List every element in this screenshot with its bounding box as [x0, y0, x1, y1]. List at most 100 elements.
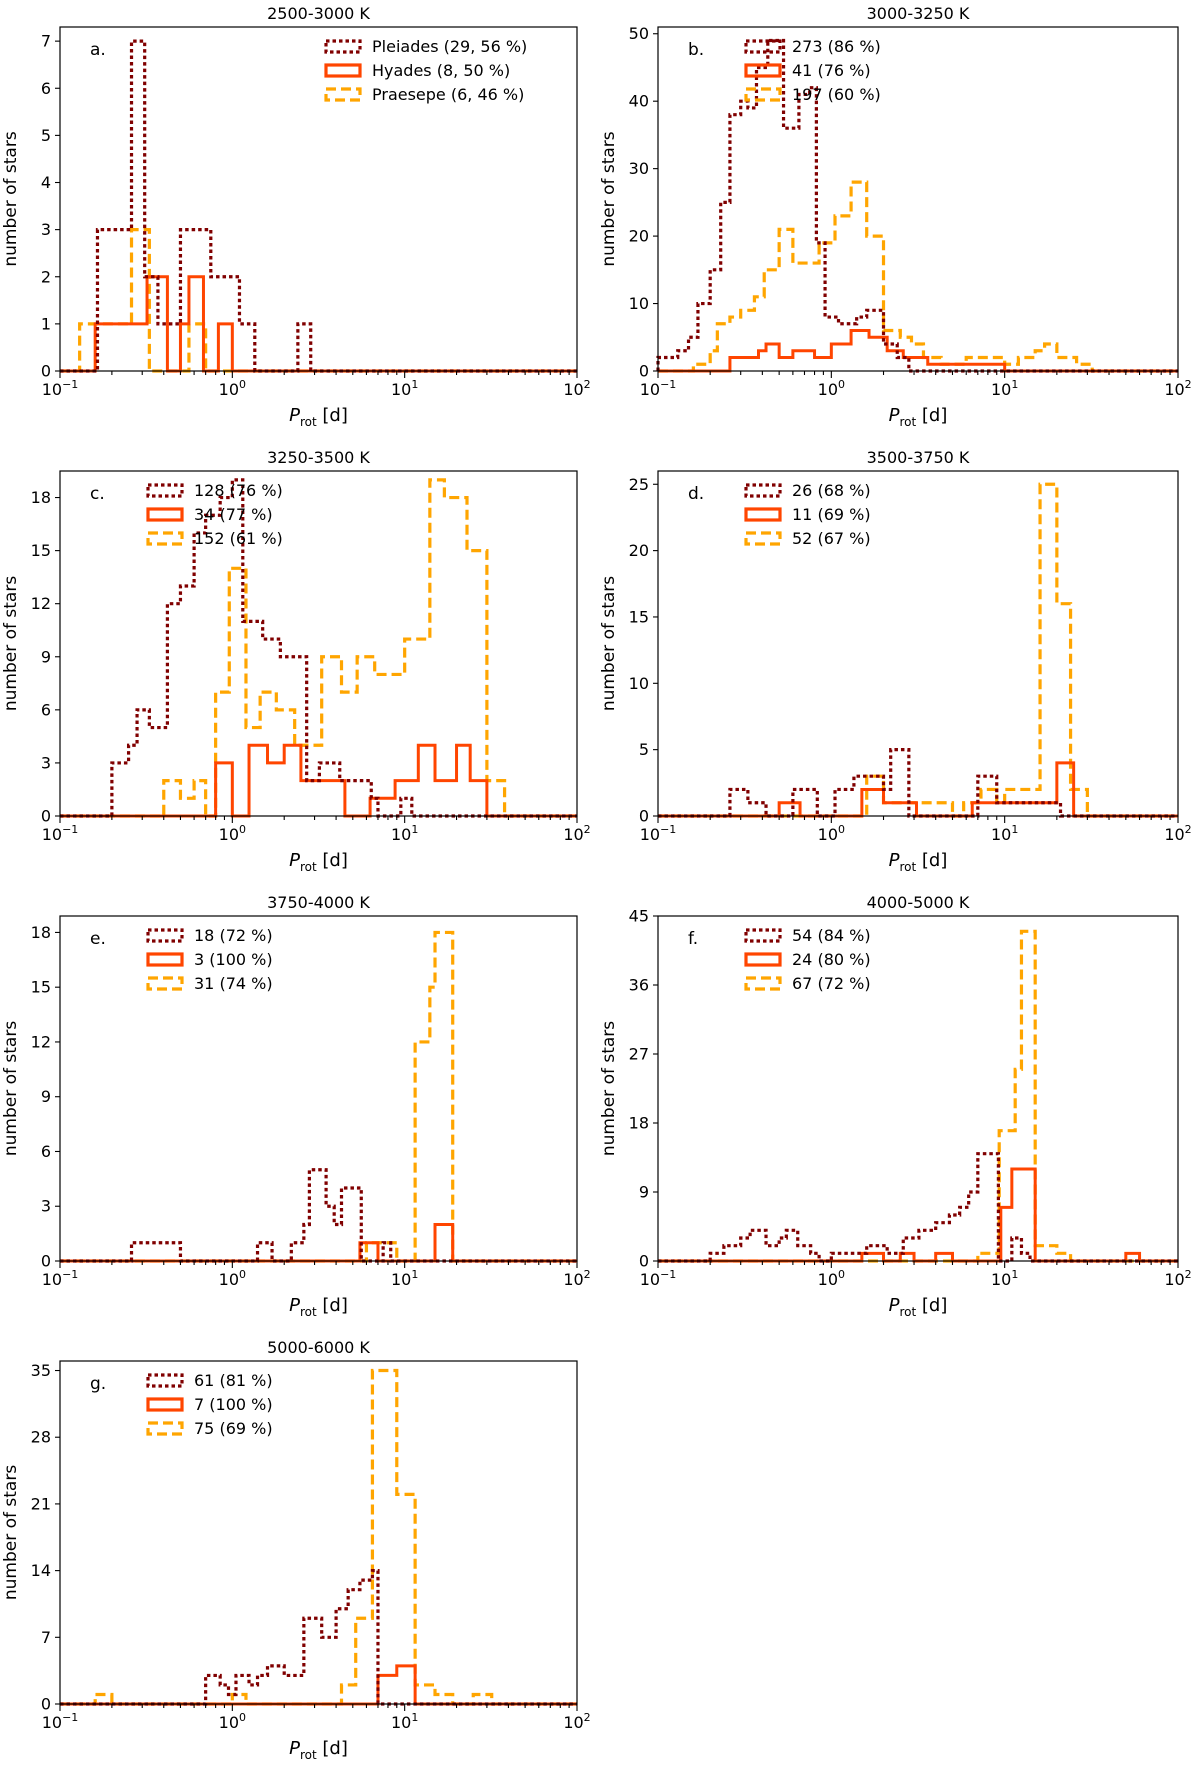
- legend-swatch-praesepe: [146, 531, 184, 546]
- y-tick-label: 12: [31, 594, 51, 613]
- x-tick-label: 101: [991, 378, 1018, 399]
- panel-g: 5000-6000 K 0 7 14 21 28 35 10−1 100 101 102 number…: [1, 1338, 591, 1762]
- y-tick-label: 0: [41, 1252, 51, 1271]
- y-tick-label: 18: [31, 488, 51, 507]
- series-group: [60, 478, 577, 818]
- panel-title: 3250-3500 K: [267, 448, 370, 467]
- series-praesepe: [60, 1368, 577, 1706]
- x-tick-label: 102: [1164, 823, 1191, 844]
- series-hyades: [60, 275, 577, 373]
- x-tick-label: 10−1: [42, 1711, 79, 1732]
- panel-title: 3500-3750 K: [867, 448, 970, 467]
- x-axis-label: Prot [d]: [289, 1738, 348, 1762]
- x-tick-label: 102: [1164, 1268, 1191, 1289]
- x-axis-label: Prot [d]: [889, 405, 948, 429]
- y-tick-label: 0: [639, 1252, 649, 1271]
- y-tick-label: 20: [629, 541, 649, 560]
- legend-swatch-hyades: [324, 63, 362, 78]
- panel-f: 4000-5000 K 0 9 18 27 36 45 10−1 100 101 102 number…: [599, 893, 1192, 1319]
- y-tick-label: 35: [31, 1361, 51, 1380]
- legend-label: 128 (76 %): [194, 481, 283, 500]
- panel-b: 3000-3250 K 0 10 20 30 40 50 10−1 100 101 102 numbe…: [599, 4, 1192, 429]
- y-tick-label: 12: [31, 1032, 51, 1051]
- legend-label: 41 (76 %): [792, 61, 871, 80]
- plot-frame: [59, 470, 578, 817]
- series-group: [658, 929, 1178, 1263]
- series-pleiades: [60, 39, 577, 373]
- y-tick-label: 7: [41, 32, 51, 51]
- y-tick-label: 27: [629, 1045, 649, 1064]
- series-praesepe: [658, 180, 1178, 373]
- legend-label: 67 (72 %): [792, 974, 871, 993]
- x-axis-label: Prot [d]: [889, 1295, 948, 1319]
- x-tick-label: 101: [991, 1268, 1018, 1289]
- legend-label: 7 (100 %): [194, 1395, 273, 1414]
- legend-label: 24 (80 %): [792, 950, 871, 969]
- y-axis-label: number of stars: [1, 576, 21, 711]
- y-tick-label: 18: [629, 1114, 649, 1133]
- legend: Pleiades (29, 56 %) Hyades (8, 50 %) Praes…: [324, 37, 527, 104]
- x-axis-label: Prot [d]: [889, 850, 948, 874]
- y-tick-label: 5: [41, 126, 51, 145]
- y-axis-label: number of stars: [1, 1465, 21, 1600]
- series-pleiades: [658, 748, 1178, 818]
- x-axis-label: Prot [d]: [289, 1295, 348, 1319]
- y-tick-label: 20: [629, 227, 649, 246]
- series-hyades: [658, 761, 1178, 818]
- y-tick-label: 0: [639, 362, 649, 381]
- x-tick-label: 100: [219, 1711, 246, 1732]
- legend-label: 75 (69 %): [194, 1419, 273, 1438]
- y-tick-label: 1: [41, 314, 51, 333]
- panel-letter: a.: [90, 40, 106, 60]
- y-tick-label: 14: [31, 1561, 51, 1580]
- y-tick-label: 50: [629, 24, 649, 43]
- x-tick-label: 101: [391, 378, 418, 399]
- x-tick-label: 102: [563, 1268, 590, 1289]
- legend-swatch-praesepe: [744, 87, 782, 102]
- legend-label: Praesepe (6, 46 %): [372, 85, 524, 104]
- y-tick-label: 6: [41, 1142, 51, 1161]
- y-tick-label: 6: [41, 700, 51, 719]
- legend-swatch-praesepe: [744, 976, 782, 991]
- legend-label: 11 (69 %): [792, 505, 871, 524]
- x-tick-label: 10−1: [42, 823, 79, 844]
- x-tick-label: 10−1: [640, 1268, 677, 1289]
- y-tick-label: 9: [41, 1087, 51, 1106]
- x-tick-label: 10−1: [42, 1268, 79, 1289]
- panel-letter: b.: [688, 40, 704, 60]
- y-tick-label: 9: [639, 1183, 649, 1202]
- legend-swatch-praesepe: [146, 976, 184, 991]
- y-axis-label: number of stars: [1, 1021, 21, 1156]
- panel-title: 3750-4000 K: [267, 893, 370, 912]
- x-axis-label: Prot [d]: [289, 850, 348, 874]
- y-tick-label: 3: [41, 753, 51, 772]
- y-tick-label: 0: [41, 807, 51, 826]
- y-tick-label: 3: [41, 1197, 51, 1216]
- plot-frame: [657, 915, 1179, 1262]
- legend-swatch-hyades: [744, 63, 782, 78]
- y-tick-label: 15: [31, 541, 51, 560]
- legend-label: 31 (74 %): [194, 974, 273, 993]
- legend-swatch-hyades: [146, 1397, 184, 1412]
- series-praesepe: [60, 228, 577, 373]
- series-pleiades: [656, 38, 1178, 373]
- y-tick-label: 2: [41, 267, 51, 286]
- legend-swatch-praesepe: [744, 531, 782, 546]
- legend-swatch-hyades: [146, 507, 184, 522]
- legend-label: 18 (72 %): [194, 926, 273, 945]
- x-tick-label: 100: [219, 823, 246, 844]
- series-pleiades: [60, 1168, 577, 1263]
- series-pleiades: [658, 1152, 1178, 1263]
- series-praesepe: [658, 482, 1178, 818]
- series-praesepe: [60, 478, 577, 818]
- x-tick-label: 102: [563, 1711, 590, 1732]
- plot-frame: [657, 26, 1179, 372]
- legend-swatch-hyades: [744, 952, 782, 967]
- y-tick-label: 40: [629, 92, 649, 111]
- legend-label: 26 (68 %): [792, 481, 871, 500]
- legend-label: 34 (77 %): [194, 505, 273, 524]
- panel-title: 4000-5000 K: [867, 893, 970, 912]
- legend-swatch-hyades: [146, 952, 184, 967]
- y-tick-label: 0: [41, 362, 51, 381]
